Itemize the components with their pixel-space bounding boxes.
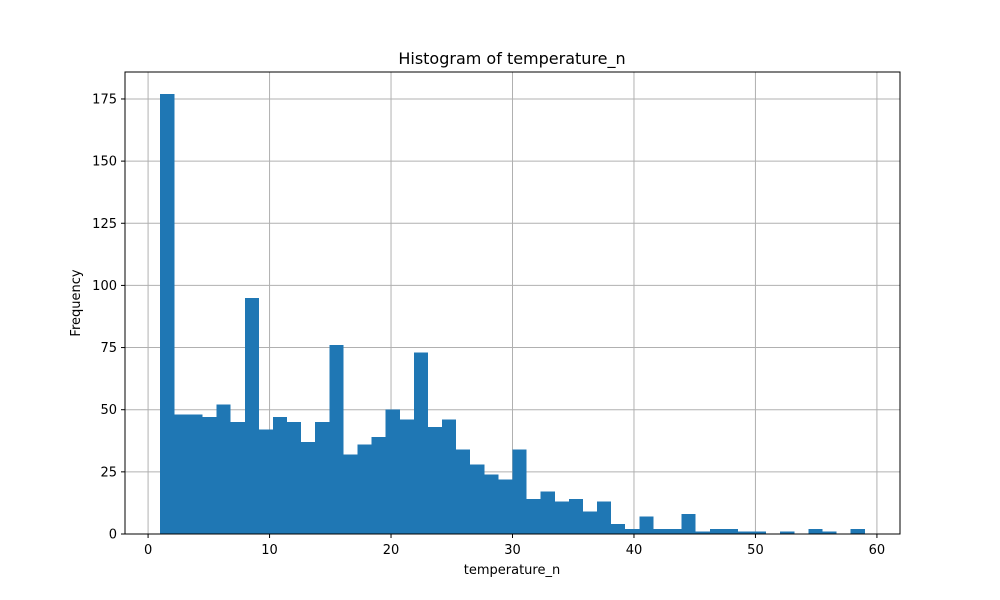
x-axis-label: temperature_n <box>464 563 560 578</box>
histogram-bar <box>540 491 555 534</box>
histogram-bar <box>427 427 443 534</box>
histogram-bar <box>653 529 668 534</box>
histogram-bar <box>808 529 823 534</box>
histogram-bar <box>343 454 358 534</box>
histogram-bar <box>174 414 189 534</box>
ticks-layer: 0 10 20 30 40 50 60 0 25 50 75 100 125 150 175 <box>92 92 885 558</box>
histogram-bar <box>695 531 710 534</box>
x-tick-label: 30 <box>504 543 521 558</box>
histogram-bar <box>822 531 837 534</box>
histogram-bar <box>399 419 414 534</box>
histogram-bar <box>611 524 626 534</box>
y-tick-label: 75 <box>100 341 117 356</box>
histogram-bar <box>287 422 302 534</box>
histogram-bar <box>413 352 428 534</box>
histogram-bar <box>554 501 569 534</box>
histogram-bar <box>315 422 330 534</box>
histogram-bar <box>484 474 499 534</box>
histogram-bar <box>723 529 738 534</box>
histogram-bar <box>216 404 231 534</box>
histogram-bar <box>512 449 527 534</box>
x-tick-label: 50 <box>747 543 764 558</box>
histogram-bar <box>230 422 245 534</box>
x-tick-label: 60 <box>869 543 886 558</box>
histogram-bar <box>188 414 203 534</box>
x-tick-label: 0 <box>144 543 152 558</box>
histogram-bar <box>244 297 259 534</box>
x-tick-label: 40 <box>626 543 643 558</box>
y-tick-label: 150 <box>92 155 117 170</box>
histogram-bar <box>582 511 598 534</box>
histogram-bar <box>526 499 541 534</box>
y-tick-label: 25 <box>100 465 117 480</box>
histogram-bar <box>301 442 316 534</box>
histogram-bar <box>752 531 767 534</box>
histogram-bar <box>385 409 400 534</box>
histogram-bar <box>258 429 273 534</box>
histogram-bar <box>709 529 724 534</box>
y-tick-label: 100 <box>92 279 117 294</box>
histogram-bar <box>498 479 513 534</box>
histogram-bar <box>442 419 457 534</box>
y-tick-label: 125 <box>92 217 117 232</box>
chart-title: Histogram of temperature_n <box>398 49 625 69</box>
histogram-bar <box>667 529 682 534</box>
histogram-bar <box>568 499 583 534</box>
bars-layer <box>160 94 865 534</box>
y-tick-label: 50 <box>100 403 117 418</box>
histogram-bar <box>681 514 696 534</box>
histogram-bar <box>780 531 795 534</box>
histogram-bar <box>160 94 175 534</box>
histogram-bar <box>625 529 640 534</box>
y-axis-label: Frequency <box>69 269 84 336</box>
y-tick-label: 0 <box>109 528 117 543</box>
histogram-bar <box>456 449 471 534</box>
histogram-bar <box>850 529 865 534</box>
y-tick-label: 175 <box>92 92 117 107</box>
histogram-bar <box>357 444 372 534</box>
histogram-bar <box>371 437 386 534</box>
histogram-bar <box>737 531 753 534</box>
histogram-bar <box>470 464 485 534</box>
histogram-bar <box>597 501 612 534</box>
histogram-bar <box>202 417 217 534</box>
histogram-bar <box>272 417 288 534</box>
x-tick-label: 10 <box>261 543 278 558</box>
x-tick-label: 20 <box>383 543 400 558</box>
histogram-bar <box>329 345 344 534</box>
histogram-bar <box>639 516 654 534</box>
